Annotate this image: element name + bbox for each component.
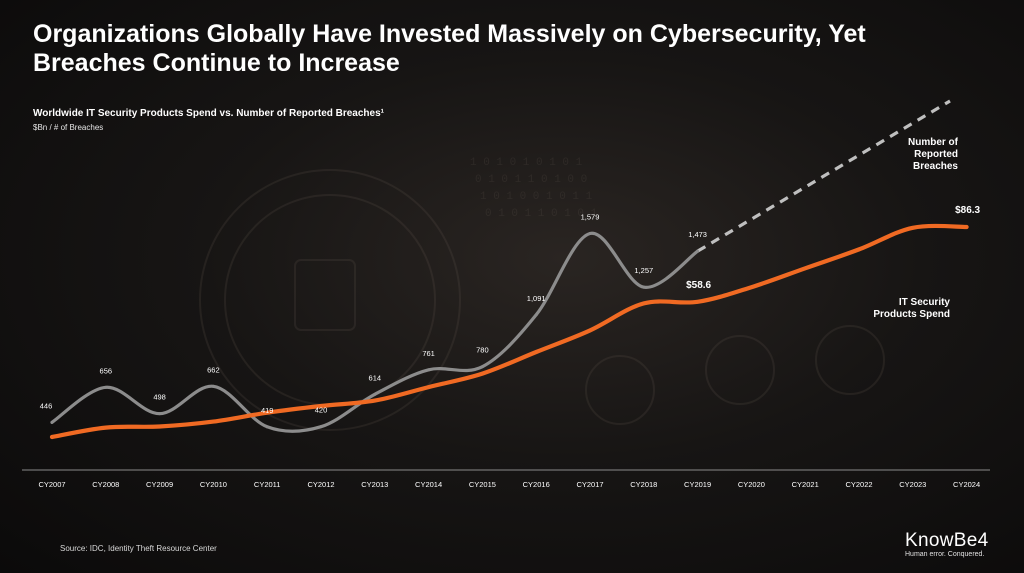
logo-tagline: Human error. Conquered. bbox=[905, 551, 985, 558]
x-tick-label: CY2010 bbox=[200, 480, 227, 489]
x-tick-label: CY2024 bbox=[953, 480, 980, 489]
spend-point bbox=[642, 301, 646, 306]
x-tick-label: CY2019 bbox=[684, 480, 711, 489]
breaches-data-label: 662 bbox=[207, 365, 220, 374]
spend-point bbox=[319, 404, 323, 408]
x-tick-label: CY2020 bbox=[738, 480, 765, 489]
breaches-point bbox=[104, 385, 108, 389]
spend-point bbox=[695, 299, 700, 304]
breaches-point bbox=[642, 285, 646, 289]
breaches-point bbox=[158, 412, 162, 416]
x-tick-label: CY2016 bbox=[523, 480, 550, 489]
x-tick-label: CY2015 bbox=[469, 480, 496, 489]
breaches-data-label: 498 bbox=[153, 393, 166, 402]
spend-line bbox=[49, 223, 969, 440]
breaches-data-label: 780 bbox=[476, 346, 489, 355]
breaches-point bbox=[480, 365, 484, 369]
x-tick-label: CY2012 bbox=[307, 480, 334, 489]
x-tick-label: CY2007 bbox=[38, 480, 65, 489]
breaches-data-label: 1,091 bbox=[527, 294, 546, 303]
spend-point bbox=[964, 225, 969, 229]
breaches-data-label: 420 bbox=[315, 406, 328, 415]
x-tick-label: CY2022 bbox=[845, 480, 872, 489]
page-title: Organizations Globally Have Invested Mas… bbox=[33, 20, 866, 77]
x-axis: CY2007 CY2008 CY2009 CY2010 CY2011 CY2012 CY20… bbox=[22, 469, 990, 489]
breaches-projection-line bbox=[696, 99, 951, 253]
breaches-data-label: 419 bbox=[261, 406, 274, 415]
spend-point bbox=[104, 425, 108, 430]
spend-point bbox=[211, 419, 216, 424]
breaches-point bbox=[696, 249, 700, 253]
spend-point bbox=[749, 285, 754, 289]
spend-point bbox=[157, 424, 162, 429]
logo-name: KnowBe4 bbox=[905, 530, 989, 551]
breaches-data-label: 656 bbox=[100, 366, 113, 375]
data-labels: 446 656 498 662 419 420 614 761 780 1,091 1,579 1,2… bbox=[40, 205, 981, 415]
chart-series bbox=[49, 99, 969, 440]
breaches-data-label: 1,473 bbox=[688, 230, 707, 239]
spend-point bbox=[373, 398, 377, 403]
spend-point bbox=[534, 350, 538, 354]
breaches-point bbox=[588, 232, 592, 235]
breaches-data-label: 614 bbox=[369, 373, 382, 382]
breaches-data-label: 1,579 bbox=[581, 213, 600, 222]
breaches-point bbox=[373, 392, 377, 396]
x-tick-label: CY2011 bbox=[254, 480, 281, 489]
x-tick-label: CY2017 bbox=[576, 480, 603, 489]
spend-point bbox=[588, 328, 592, 333]
spend-point bbox=[803, 266, 807, 271]
x-tick-label: CY2014 bbox=[415, 480, 442, 489]
x-tick-label: CY2013 bbox=[361, 480, 388, 489]
spend-data-label: $86.3 bbox=[955, 205, 980, 216]
spend-point bbox=[480, 371, 485, 376]
spend-point bbox=[265, 410, 270, 415]
x-tick-label: CY2009 bbox=[146, 480, 173, 489]
x-tick-label: CY2023 bbox=[899, 480, 926, 489]
spend-series-label: IT Security Products Spend bbox=[873, 297, 950, 320]
spend-point bbox=[426, 385, 431, 389]
x-tick-label: CY2008 bbox=[92, 480, 119, 489]
breaches-series-label: Number of Reported Breaches bbox=[908, 137, 958, 172]
chart-units: $Bn / # of Breaches bbox=[33, 123, 104, 132]
breaches-point bbox=[50, 420, 54, 424]
spend-point bbox=[50, 435, 54, 439]
spend-point bbox=[911, 226, 915, 230]
chart-subtitle: Worldwide IT Security Products Spend vs.… bbox=[33, 108, 384, 119]
breaches-point bbox=[319, 425, 323, 429]
source-note: Source: IDC, Identity Theft Resource Cen… bbox=[60, 544, 217, 553]
breaches-point bbox=[211, 384, 215, 388]
spend-data-label: $58.6 bbox=[686, 280, 711, 291]
breaches-point bbox=[427, 368, 431, 372]
breaches-point bbox=[265, 425, 269, 429]
x-tick-label: CY2021 bbox=[792, 480, 819, 489]
breaches-data-label: 1,257 bbox=[634, 266, 653, 275]
breaches-data-label: 446 bbox=[40, 401, 53, 410]
knowbe4-logo: KnowBe4 Human error. Conquered. bbox=[905, 531, 1005, 559]
breaches-point bbox=[534, 313, 538, 317]
x-tick-label: CY2018 bbox=[630, 480, 657, 489]
spend-point bbox=[857, 247, 861, 252]
breaches-data-label: 761 bbox=[422, 349, 435, 358]
